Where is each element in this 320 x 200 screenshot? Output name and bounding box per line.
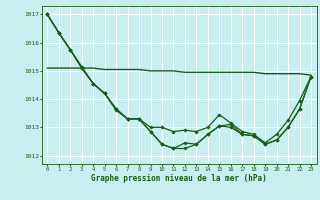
X-axis label: Graphe pression niveau de la mer (hPa): Graphe pression niveau de la mer (hPa) xyxy=(91,174,267,183)
